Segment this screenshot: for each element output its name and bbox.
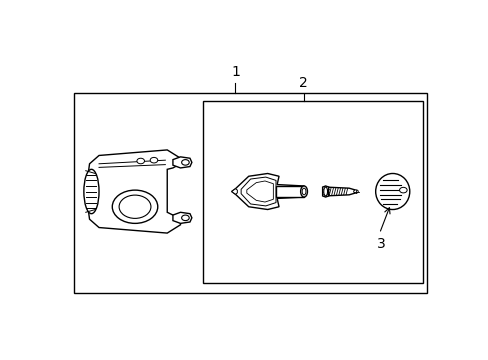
Ellipse shape bbox=[84, 169, 99, 214]
Text: 1: 1 bbox=[230, 65, 240, 79]
Ellipse shape bbox=[353, 190, 358, 193]
Polygon shape bbox=[173, 212, 191, 223]
Polygon shape bbox=[322, 186, 328, 197]
Ellipse shape bbox=[375, 174, 409, 210]
Circle shape bbox=[181, 215, 189, 221]
Bar bbox=[74, 93, 426, 293]
Text: 3: 3 bbox=[376, 237, 385, 251]
Polygon shape bbox=[246, 181, 273, 202]
Ellipse shape bbox=[300, 186, 307, 197]
Polygon shape bbox=[231, 189, 237, 194]
Bar bbox=[276, 186, 304, 197]
Polygon shape bbox=[325, 187, 354, 196]
Ellipse shape bbox=[323, 187, 327, 196]
Circle shape bbox=[119, 195, 151, 219]
Text: 2: 2 bbox=[299, 76, 307, 90]
Polygon shape bbox=[241, 177, 275, 206]
Polygon shape bbox=[173, 157, 191, 168]
Circle shape bbox=[150, 157, 158, 163]
Circle shape bbox=[112, 190, 158, 223]
Polygon shape bbox=[85, 150, 180, 233]
Bar bbox=[203, 102, 422, 283]
Circle shape bbox=[137, 158, 144, 164]
Circle shape bbox=[181, 159, 189, 165]
Circle shape bbox=[399, 187, 407, 193]
Ellipse shape bbox=[302, 188, 305, 195]
Polygon shape bbox=[231, 174, 303, 210]
